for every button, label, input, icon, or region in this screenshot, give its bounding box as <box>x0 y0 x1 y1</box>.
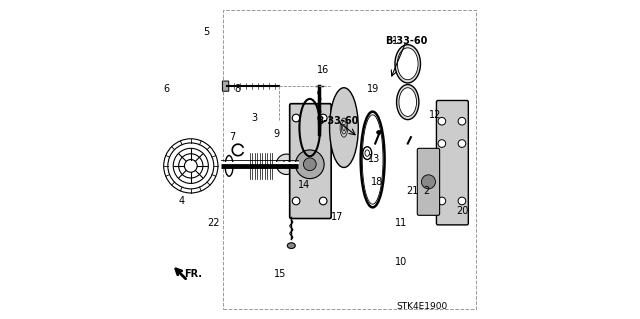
Text: 18: 18 <box>371 177 383 187</box>
Text: 10: 10 <box>396 256 408 267</box>
Text: 2: 2 <box>424 186 430 197</box>
Text: B-33-60: B-33-60 <box>316 116 359 126</box>
Text: STK4E1900: STK4E1900 <box>396 302 448 311</box>
Circle shape <box>292 114 300 122</box>
Text: 3: 3 <box>252 113 258 123</box>
Ellipse shape <box>397 85 419 120</box>
Text: 22: 22 <box>207 218 220 228</box>
Text: 12: 12 <box>429 110 441 120</box>
Circle shape <box>276 154 297 174</box>
Circle shape <box>283 160 291 168</box>
Text: 1: 1 <box>392 36 398 47</box>
Text: 15: 15 <box>274 269 286 279</box>
Ellipse shape <box>376 130 381 134</box>
Text: 8: 8 <box>234 84 240 94</box>
FancyBboxPatch shape <box>290 104 331 219</box>
Text: 19: 19 <box>367 84 379 94</box>
Circle shape <box>319 197 327 205</box>
Circle shape <box>303 158 316 171</box>
Circle shape <box>438 140 445 147</box>
Circle shape <box>319 114 327 122</box>
Circle shape <box>438 117 445 125</box>
Text: 20: 20 <box>456 205 468 216</box>
Text: 21: 21 <box>406 186 419 197</box>
Text: 17: 17 <box>332 212 344 222</box>
Text: 6: 6 <box>163 84 170 94</box>
Circle shape <box>458 117 466 125</box>
FancyBboxPatch shape <box>222 81 228 91</box>
Ellipse shape <box>395 45 420 83</box>
Ellipse shape <box>397 48 418 80</box>
Circle shape <box>438 197 445 205</box>
Text: 13: 13 <box>368 154 380 165</box>
Text: 5: 5 <box>204 27 210 37</box>
Text: 16: 16 <box>317 65 330 75</box>
Text: FR.: FR. <box>184 269 202 279</box>
Ellipse shape <box>399 88 417 116</box>
FancyBboxPatch shape <box>436 100 468 225</box>
Text: B-33-60: B-33-60 <box>385 36 428 47</box>
Text: 7: 7 <box>229 132 236 142</box>
Circle shape <box>296 150 324 179</box>
Circle shape <box>458 140 466 147</box>
Text: 9: 9 <box>274 129 280 139</box>
Text: 11: 11 <box>396 218 408 228</box>
Text: 14: 14 <box>298 180 310 190</box>
Circle shape <box>422 175 435 189</box>
Circle shape <box>292 197 300 205</box>
Text: 4: 4 <box>178 196 184 206</box>
Ellipse shape <box>330 88 358 167</box>
Circle shape <box>458 197 466 205</box>
FancyBboxPatch shape <box>417 148 440 215</box>
Ellipse shape <box>287 243 295 249</box>
